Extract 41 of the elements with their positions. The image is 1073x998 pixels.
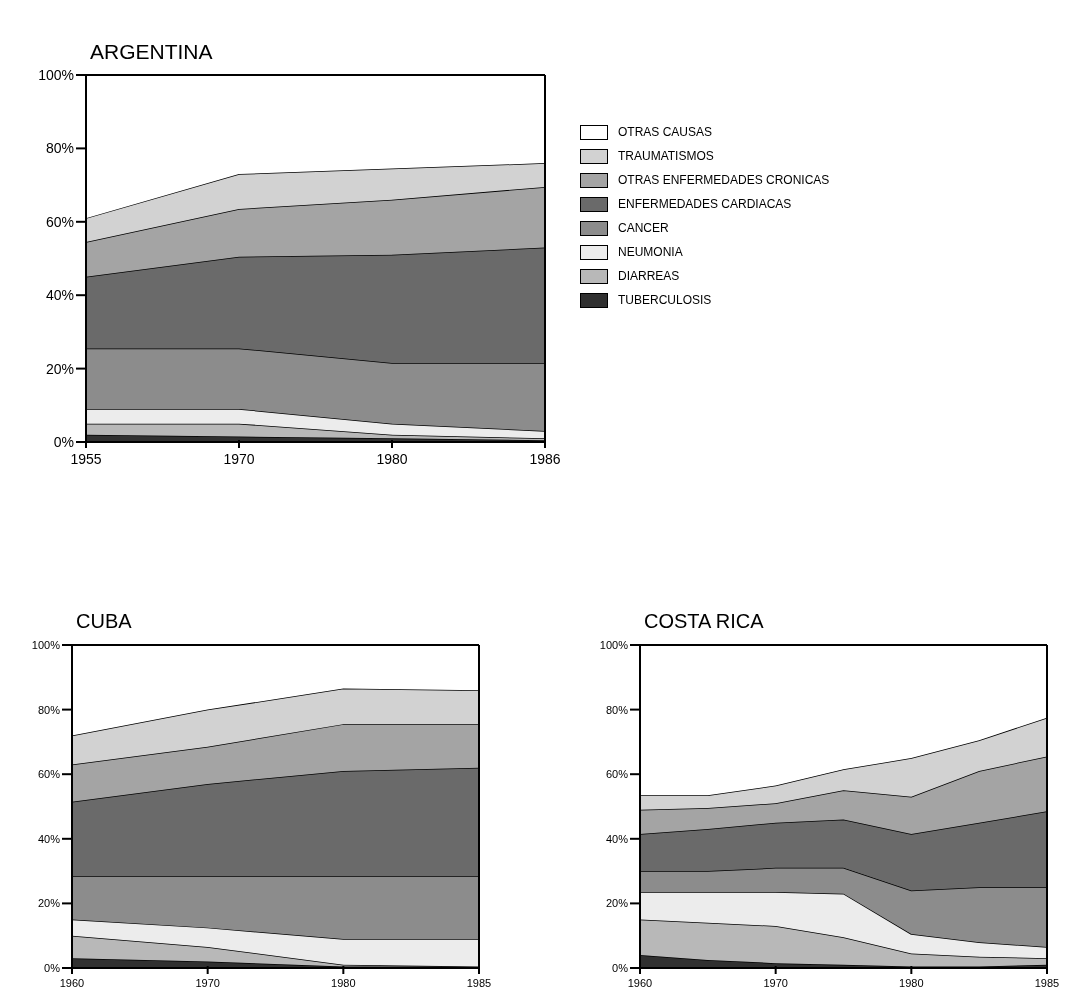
y-tick-label: 20%: [37, 897, 61, 910]
x-tick-label: 1955: [70, 451, 102, 467]
x-tick-label: 1980: [376, 451, 408, 467]
y-tick-label: 100%: [31, 638, 61, 651]
y-tick-label: 80%: [605, 703, 629, 716]
x-tick-label: 1960: [59, 977, 85, 989]
legend-label: TRAUMATISMOS: [618, 149, 714, 163]
y-tick-label: 60%: [45, 213, 74, 230]
y-tick-label: 0%: [44, 961, 61, 974]
legend-label: CANCER: [618, 221, 669, 235]
x-tick-label: 1980: [899, 977, 924, 989]
x-tick-label: 1986: [529, 451, 561, 467]
y-tick-label: 0%: [612, 961, 629, 974]
y-tick-label: 60%: [605, 768, 629, 781]
x-tick-label: 1960: [627, 977, 653, 989]
chart-title: COSTA RICA: [644, 610, 764, 633]
y-tick-label: 0%: [53, 433, 74, 450]
chart-title: CUBA: [76, 610, 132, 633]
legend-label: NEUMONIA: [618, 245, 683, 259]
x-tick-label: 1970: [223, 451, 255, 467]
y-tick-label: 100%: [38, 66, 74, 83]
legend-label: OTRAS CAUSAS: [618, 125, 713, 139]
x-tick-label: 1985: [1034, 977, 1060, 989]
y-tick-label: 40%: [37, 832, 61, 845]
legend-label: DIARREAS: [618, 269, 680, 283]
legend-label: TUBERCULOSIS: [618, 293, 712, 307]
y-tick-label: 100%: [599, 638, 629, 651]
y-tick-label: 40%: [605, 832, 629, 845]
y-tick-label: 80%: [45, 140, 74, 157]
y-tick-label: 20%: [605, 897, 629, 910]
chart-title: ARGENTINA: [90, 40, 213, 64]
x-tick-label: 1980: [331, 977, 356, 989]
x-tick-label: 1970: [763, 977, 788, 989]
legend-label: OTRAS ENFERMEDADES CRONICAS: [618, 173, 830, 187]
y-tick-label: 60%: [37, 768, 61, 781]
y-tick-label: 20%: [45, 360, 74, 377]
x-tick-label: 1970: [195, 977, 220, 989]
y-tick-label: 80%: [37, 703, 61, 716]
x-tick-label: 1985: [466, 977, 492, 989]
legend-label: ENFERMEDADES CARDIACAS: [618, 197, 792, 211]
y-tick-label: 40%: [45, 287, 74, 304]
